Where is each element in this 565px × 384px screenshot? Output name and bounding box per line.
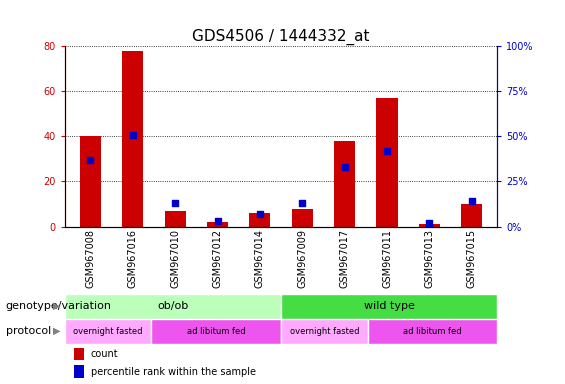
Point [298,200,307,206]
Point [128,131,137,137]
Text: genotype/variation: genotype/variation [6,301,112,311]
Point [383,148,392,154]
Bar [461,204,483,227]
Bar [376,98,398,227]
Bar [164,211,186,227]
Point [467,198,476,204]
Text: ad libitum fed: ad libitum fed [403,327,462,336]
Bar [334,141,355,227]
Bar [207,222,228,227]
Text: ▶: ▶ [53,326,60,336]
Bar [419,224,440,227]
Bar [73,348,84,360]
Title: GDS4506 / 1444332_at: GDS4506 / 1444332_at [192,28,370,45]
Point [340,164,349,170]
Text: protocol: protocol [6,326,51,336]
Text: wild type: wild type [364,301,415,311]
Bar [80,136,101,227]
Text: ▶: ▶ [53,301,60,311]
Text: count: count [91,349,119,359]
Point [425,220,434,226]
Bar [151,319,281,344]
Point [86,157,95,163]
Bar [368,319,497,344]
Point [171,200,180,206]
Bar [73,366,84,377]
Bar [281,319,367,344]
Text: percentile rank within the sample: percentile rank within the sample [91,366,256,377]
Bar [249,213,271,227]
Point [213,218,222,224]
Point [255,211,264,217]
Text: ad libitum fed: ad libitum fed [187,327,246,336]
Bar [65,294,281,319]
Text: overnight fasted: overnight fasted [73,327,143,336]
Bar [292,209,313,227]
Text: overnight fasted: overnight fasted [289,327,359,336]
Bar [65,319,151,344]
Text: ob/ob: ob/ob [158,301,189,311]
Bar [281,294,497,319]
Bar [122,51,144,227]
